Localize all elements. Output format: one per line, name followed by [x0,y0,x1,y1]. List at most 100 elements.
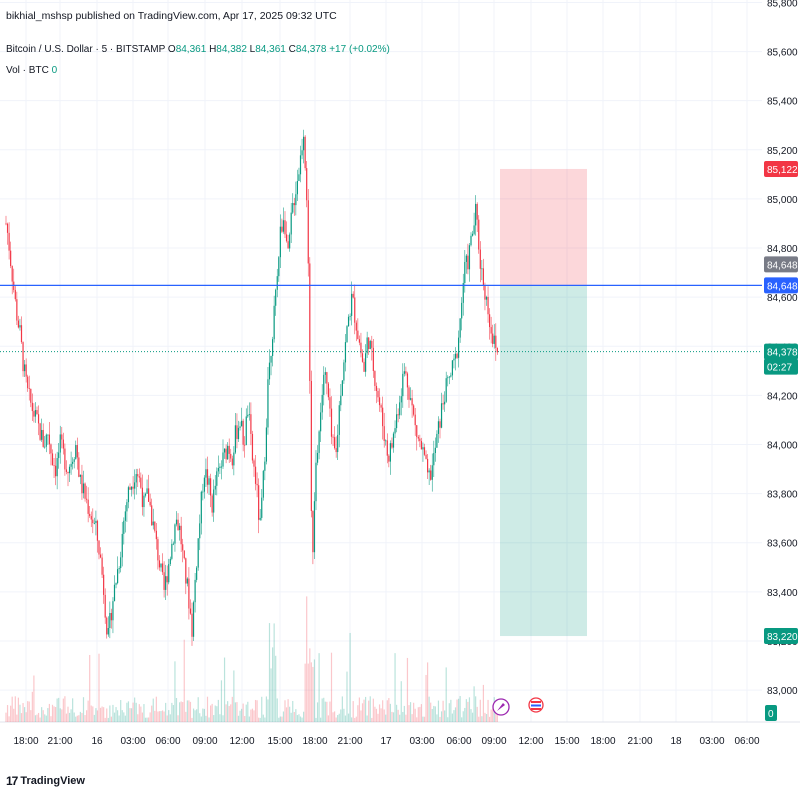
candle-body [58,452,60,459]
candle-body [296,181,298,195]
candle-body [493,335,495,344]
x-tick-label: 18:00 [13,736,38,747]
volume-bar [33,675,35,722]
volume-bar [17,697,19,722]
candle-body [177,519,179,531]
volume-bar [99,707,102,722]
tradingview-brand[interactable]: 17 TradingView [6,774,85,788]
volume-bar [321,698,323,722]
event-icons[interactable] [492,697,544,716]
candle-body [496,347,498,353]
volume-bar [250,709,252,722]
price-tags: 85,122 84,648 84,648 84,378 02:27 83,220 0 [764,160,798,721]
volume-bar [351,717,353,722]
volume-bar [335,717,337,722]
volume-bar [56,698,58,722]
volume-bar [368,700,370,722]
candle-body [99,554,102,558]
candle-body [343,362,345,381]
candle-body [420,441,422,450]
price-tag-target-bg [764,160,798,177]
candle-body [419,438,421,442]
candle-body [22,342,24,372]
candle-body [146,488,148,494]
candle-body [165,576,167,590]
volume-bar [409,702,412,722]
volume-bar [177,715,179,722]
volume-bar [22,703,24,722]
volume-bar [27,701,29,722]
volume-bar [465,699,467,722]
candle-body [272,339,274,357]
volume-bar [481,716,483,722]
volume-bar [475,696,477,722]
candle-body [227,445,229,460]
volume-bar [65,713,68,722]
candle-body [155,530,157,540]
volume-bar [292,700,294,722]
candle-body [200,491,202,524]
volume-legend[interactable]: Vol · BTC 0 [6,65,57,76]
candle-body [315,462,317,502]
symbol-legend[interactable]: Bitcoin / U.S. Dollar · 5 · BITSTAMP O84… [6,44,390,55]
volume-bar [388,698,390,722]
volume-bar [174,661,176,722]
candle-body [89,513,91,517]
grid-lines [0,0,800,723]
candle-body [47,434,49,436]
candle-body [90,516,92,520]
candle-body [430,470,432,480]
candle-body [219,466,221,468]
position-target-zone [500,168,587,286]
candle-body [199,523,201,539]
volume-bar [366,715,368,722]
volume-bar [272,647,274,722]
candle-body [456,353,458,358]
candle-body [112,601,114,621]
open-label: O [167,44,176,55]
volume-bar [363,699,365,722]
candle-body [169,558,171,564]
candle-body [210,478,212,496]
candle-body [220,466,223,468]
volume-bar [121,710,123,722]
candle-body [378,397,381,406]
volume-bar [245,704,247,722]
volume-bar [461,717,463,722]
candle-body [434,447,436,453]
volume-bar [202,708,204,722]
volume-bar [51,704,54,722]
volume-bar [327,715,329,722]
candle-body [341,380,343,396]
candle-body [326,372,328,384]
candle-body [299,155,302,175]
volume-bar [171,702,173,722]
candle-body [148,488,150,502]
x-tick-label: 15:00 [554,736,579,747]
volume-bar [285,707,288,722]
candle-body [17,320,19,328]
candle-body [292,203,294,213]
candle-body [279,226,281,258]
candle-body [78,457,80,477]
time-axis[interactable]: 18:00 21:00 16 03:00 06:00 09:00 12:00 15:00 18:… [13,736,759,747]
candle-body [411,398,413,406]
volume-bar [408,705,410,722]
candle-body [196,567,198,580]
volume-bar [361,703,364,722]
candle-body [51,453,54,466]
volume-bar [453,710,455,722]
price-tag-current: 84,378 [767,348,798,359]
candle-body [42,429,44,447]
volume-bars [5,596,498,722]
candle-body [464,261,466,284]
candle-body [161,563,164,573]
candle-body [471,233,474,236]
volume-bar [444,710,446,722]
volume-bar [372,698,374,722]
volume-bar [310,662,312,722]
candle-body [337,434,339,453]
volume-bar [144,717,147,722]
volume-bar [45,715,47,722]
